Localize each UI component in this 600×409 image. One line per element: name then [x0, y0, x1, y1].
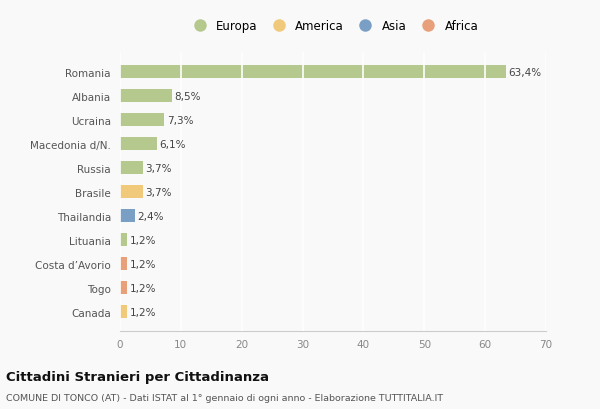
Text: 3,7%: 3,7%: [145, 163, 172, 173]
Bar: [120, 209, 134, 223]
Text: 8,5%: 8,5%: [174, 91, 200, 101]
Bar: [120, 306, 127, 319]
Text: 1,2%: 1,2%: [130, 259, 156, 269]
Text: 63,4%: 63,4%: [508, 67, 541, 77]
Text: Cittadini Stranieri per Cittadinanza: Cittadini Stranieri per Cittadinanza: [6, 370, 269, 383]
Text: 1,2%: 1,2%: [130, 235, 156, 245]
Text: 1,2%: 1,2%: [130, 283, 156, 293]
Bar: [120, 66, 506, 79]
Bar: [120, 90, 172, 103]
Text: 2,4%: 2,4%: [137, 211, 164, 221]
Bar: [120, 234, 127, 247]
Bar: [120, 281, 127, 294]
Legend: Europa, America, Asia, Africa: Europa, America, Asia, Africa: [185, 17, 481, 35]
Bar: [120, 258, 127, 271]
Text: 7,3%: 7,3%: [167, 115, 193, 125]
Text: 3,7%: 3,7%: [145, 187, 172, 197]
Text: 6,1%: 6,1%: [160, 139, 186, 149]
Bar: [120, 186, 143, 199]
Bar: [120, 162, 143, 175]
Bar: [120, 138, 157, 151]
Text: COMUNE DI TONCO (AT) - Dati ISTAT al 1° gennaio di ogni anno - Elaborazione TUTT: COMUNE DI TONCO (AT) - Dati ISTAT al 1° …: [6, 393, 443, 402]
Text: 1,2%: 1,2%: [130, 307, 156, 317]
Bar: [120, 114, 164, 127]
